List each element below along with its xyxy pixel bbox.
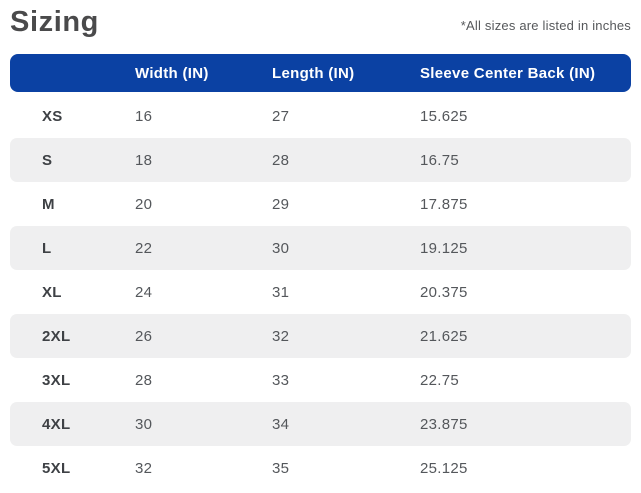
length-cell: 30 [272, 239, 290, 257]
length-cell: 32 [272, 327, 290, 345]
table-row: 4XL 30 34 23.875 [10, 402, 631, 446]
length-cell: 28 [272, 151, 290, 169]
width-cell: 20 [135, 195, 153, 213]
sleeve-center-back-cell: 21.625 [420, 327, 468, 345]
table-row: XS 16 27 15.625 [10, 94, 631, 138]
sleeve-center-back-cell: 17.875 [420, 195, 468, 213]
table-row: 5XL 32 35 25.125 [10, 446, 631, 490]
column-header-width: Width (IN) [135, 64, 209, 82]
column-header-length: Length (IN) [272, 64, 355, 82]
sizes-note: *All sizes are listed in inches [460, 18, 631, 33]
sleeve-center-back-cell: 22.75 [420, 371, 460, 389]
table-row: 3XL 28 33 22.75 [10, 358, 631, 402]
table-row: L 22 30 19.125 [10, 226, 631, 270]
width-cell: 26 [135, 327, 153, 345]
width-cell: 32 [135, 459, 153, 477]
size-cell: 3XL [42, 371, 71, 389]
table-header-row: Width (IN) Length (IN) Sleeve Center Bac… [10, 54, 631, 92]
length-cell: 31 [272, 283, 290, 301]
sleeve-center-back-cell: 19.125 [420, 239, 468, 257]
width-cell: 16 [135, 107, 153, 125]
sleeve-center-back-cell: 20.375 [420, 283, 468, 301]
sleeve-center-back-cell: 25.125 [420, 459, 468, 477]
length-cell: 27 [272, 107, 290, 125]
length-cell: 35 [272, 459, 290, 477]
size-cell: 2XL [42, 327, 71, 345]
width-cell: 18 [135, 151, 153, 169]
table-row: S 18 28 16.75 [10, 138, 631, 182]
length-cell: 34 [272, 415, 290, 433]
table-body: XS 16 27 15.625 S 18 28 16.75 M 20 29 17.875 L 22 30 19… [10, 94, 631, 490]
size-cell: XL [42, 283, 62, 301]
page-title: Sizing [10, 6, 99, 38]
width-cell: 30 [135, 415, 153, 433]
sleeve-center-back-cell: 23.875 [420, 415, 468, 433]
width-cell: 22 [135, 239, 153, 257]
sizing-table: Width (IN) Length (IN) Sleeve Center Bac… [10, 54, 631, 490]
width-cell: 28 [135, 371, 153, 389]
sleeve-center-back-cell: 16.75 [420, 151, 460, 169]
size-cell: L [42, 239, 52, 257]
width-cell: 24 [135, 283, 153, 301]
table-row: XL 24 31 20.375 [10, 270, 631, 314]
size-cell: M [42, 195, 55, 213]
size-cell: 5XL [42, 459, 71, 477]
length-cell: 29 [272, 195, 290, 213]
page-header: Sizing *All sizes are listed in inches [10, 0, 631, 54]
size-cell: S [42, 151, 53, 169]
size-cell: 4XL [42, 415, 71, 433]
table-row: 2XL 26 32 21.625 [10, 314, 631, 358]
length-cell: 33 [272, 371, 290, 389]
size-cell: XS [42, 107, 63, 125]
column-header-sleeve-center-back: Sleeve Center Back (IN) [420, 64, 596, 82]
sleeve-center-back-cell: 15.625 [420, 107, 468, 125]
table-row: M 20 29 17.875 [10, 182, 631, 226]
